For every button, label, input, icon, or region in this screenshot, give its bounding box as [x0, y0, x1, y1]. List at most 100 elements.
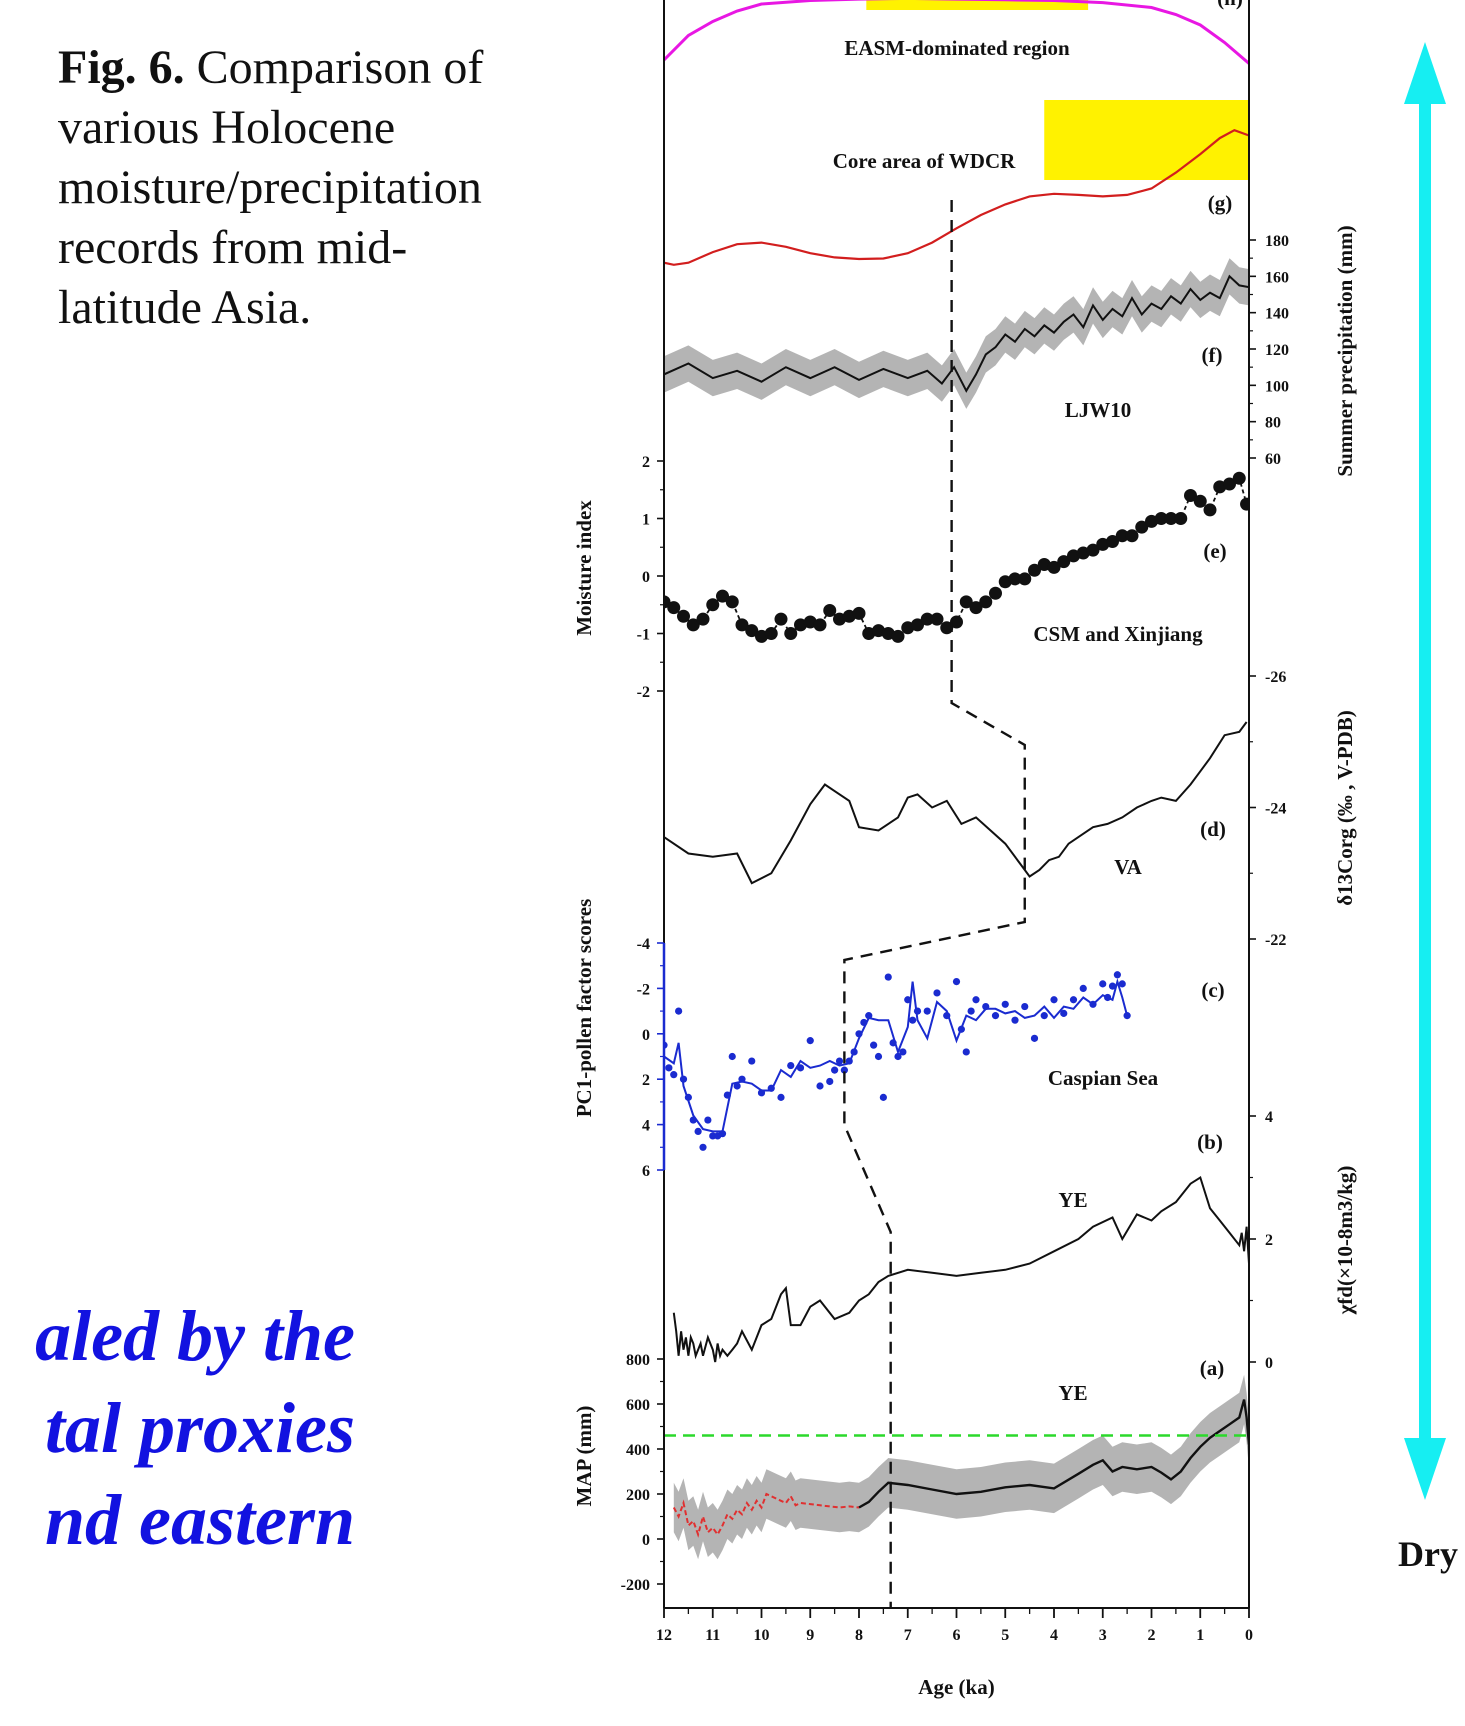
series-e-point — [725, 595, 739, 609]
series-c-point — [675, 1007, 683, 1015]
series-e-point — [823, 604, 837, 617]
series-h-line — [664, 0, 1249, 65]
series-c-point — [1069, 996, 1078, 1004]
d-axis-tick-label: -24 — [1265, 801, 1286, 818]
series-e-point — [764, 627, 778, 640]
series-c-point — [899, 1048, 907, 1056]
series-c-point — [1113, 971, 1121, 979]
caption-bold: Fig. 6. — [58, 41, 185, 94]
series-e-point — [1240, 497, 1249, 511]
panel-tag-a: (a) — [1200, 1356, 1225, 1380]
c-axis-title: PC1-pollen factor scores — [572, 899, 596, 1118]
series-e-point — [911, 618, 924, 632]
series-e-point — [755, 629, 768, 643]
b-axis-tick-label: 4 — [1265, 1109, 1273, 1126]
series-e-point — [959, 595, 973, 609]
series-c-point — [967, 1007, 975, 1015]
e-axis-tick-label: 1 — [642, 512, 650, 529]
series-e-point — [1106, 535, 1119, 548]
series-e-point — [1184, 489, 1197, 502]
series-c-point — [796, 1064, 805, 1072]
series-c-point — [889, 1039, 897, 1047]
series-e-point — [706, 598, 720, 612]
side-text-line-1: aled by the — [35, 1296, 355, 1376]
panel-tag-g: (g) — [1208, 191, 1233, 215]
label-b: YE — [1058, 1188, 1087, 1212]
series-c-point — [787, 1061, 795, 1070]
series-e-point — [784, 627, 798, 640]
axis-layer: -2-1012-4-20246-200020040060080060801001… — [572, 0, 1357, 1699]
x-tick-label: 5 — [1001, 1627, 1009, 1644]
series-c-point — [904, 996, 912, 1004]
series-e-point — [813, 618, 827, 632]
series-e-point — [794, 618, 807, 632]
series-e-point — [1164, 512, 1178, 525]
series-e-point — [1135, 520, 1149, 534]
series-d-line — [664, 721, 1248, 885]
series-c-point — [860, 1018, 868, 1027]
series-c-point — [738, 1075, 746, 1083]
series-c-point — [909, 1016, 917, 1024]
series-e-point — [1115, 529, 1129, 543]
series-c-point — [962, 1048, 970, 1056]
x-tick-label: 3 — [1099, 1627, 1107, 1644]
series-c-point — [850, 1048, 858, 1056]
series-c-point — [879, 1093, 887, 1101]
panel-tag-h: (h) — [1217, 0, 1243, 10]
x-tick-label: 7 — [904, 1627, 912, 1644]
series-c-point — [933, 989, 941, 997]
series-e-point — [677, 609, 690, 623]
side-text-line-3: nd eastern — [44, 1480, 355, 1560]
series-c-point — [679, 1075, 688, 1083]
series-c-point — [870, 1041, 878, 1049]
label-c: Caspian Sea — [1048, 1066, 1159, 1090]
caption-text: Comparison of various Holocene moisture/… — [58, 41, 484, 334]
series-e-point — [1008, 572, 1022, 586]
f-axis-tick-label: 100 — [1265, 378, 1289, 395]
band-a — [673, 1374, 1249, 1560]
series-c-point — [757, 1089, 766, 1097]
series-c-point — [957, 1025, 965, 1033]
series-c-point — [665, 1064, 673, 1072]
x-tick-label: 12 — [656, 1627, 672, 1644]
data-layer — [664, 0, 1249, 1608]
series-e-point — [1232, 471, 1246, 485]
a-axis-tick-label: 200 — [626, 1487, 650, 1504]
e-axis-tick-label: -1 — [637, 627, 650, 644]
x-tick-label: 11 — [705, 1627, 720, 1644]
series-e-line — [664, 476, 1248, 638]
f-axis-title: Summer precipitation (mm) — [1333, 225, 1357, 476]
b-axis-tick-label: 2 — [1265, 1232, 1273, 1249]
series-c-point — [894, 1052, 902, 1061]
f-axis-tick-label: 160 — [1265, 269, 1289, 286]
series-c-point — [748, 1057, 756, 1065]
series-e-point — [774, 612, 788, 626]
series-e-point — [1223, 477, 1236, 491]
series-c-point — [1060, 1009, 1068, 1017]
series-c-point — [1108, 982, 1117, 990]
series-e-point — [1213, 480, 1227, 494]
series-e-point — [735, 618, 749, 632]
series-e-point — [1086, 543, 1100, 557]
series-c-point — [806, 1037, 814, 1045]
series-c-point — [718, 1130, 727, 1138]
series-c-point — [694, 1127, 702, 1136]
series-e-point — [1018, 572, 1032, 586]
series-g-line — [664, 128, 1249, 266]
e-axis-title: Moisture index — [572, 500, 596, 636]
series-c-point — [874, 1052, 883, 1061]
series-e-point — [872, 624, 885, 638]
series-c-point — [855, 1030, 863, 1038]
series-e-point — [745, 624, 759, 638]
label-f: LJW10 — [1065, 398, 1132, 422]
c-axis-tick-label: 6 — [642, 1163, 650, 1180]
series-c-point — [1050, 996, 1058, 1004]
series-c-point — [816, 1082, 824, 1090]
series-e-point — [1203, 503, 1217, 517]
series-e-point — [1047, 560, 1061, 574]
series-e-point — [881, 627, 895, 640]
panel-tag-c: (c) — [1201, 978, 1224, 1002]
series-c-point — [923, 1007, 931, 1015]
a-axis-tick-label: 600 — [626, 1397, 650, 1414]
